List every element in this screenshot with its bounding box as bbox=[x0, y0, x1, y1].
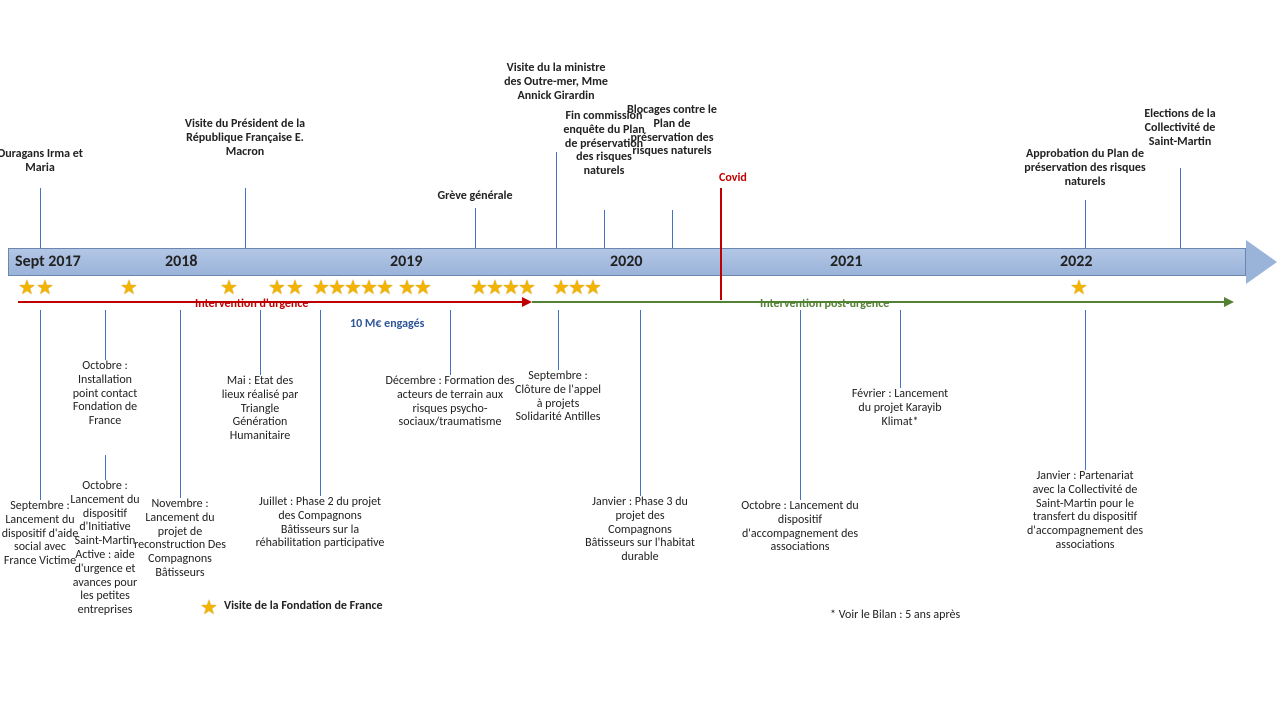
star-11: ★ bbox=[398, 278, 416, 298]
tick-bot-nov17 bbox=[180, 310, 181, 498]
tick-bot-fev21 bbox=[900, 310, 901, 388]
covid-label: Covid bbox=[719, 172, 747, 186]
tick-bot-oct20 bbox=[800, 310, 801, 500]
top-event-macron: Visite du Président de la République Fra… bbox=[170, 118, 320, 159]
bottom-event-jul18: Juillet : Phase 2 du projet des Compagno… bbox=[255, 496, 385, 551]
year-label-0: Sept 2017 bbox=[15, 252, 81, 271]
tick-bot-jan22 bbox=[1085, 310, 1086, 470]
top-event-elections: Elections de la Collectivité de Saint-Ma… bbox=[1130, 108, 1230, 149]
year-label-2: 2019 bbox=[390, 252, 422, 271]
star-15: ★ bbox=[502, 278, 520, 298]
bottom-event-fev21: Février : Lancement du projet Karayib Kl… bbox=[850, 388, 950, 429]
legend-star: ★ bbox=[200, 598, 218, 618]
bottom-event-oct20: Octobre : Lancement du dispositif d'acco… bbox=[740, 500, 860, 555]
tick-bot-dec18 bbox=[450, 310, 451, 375]
tick-top-girardin bbox=[556, 152, 557, 248]
star-19: ★ bbox=[584, 278, 602, 298]
top-event-irma: Ouragans Irma et Maria bbox=[0, 148, 90, 176]
legend-text: Visite de la Fondation de France bbox=[224, 600, 383, 614]
tick-top-approb bbox=[1085, 200, 1086, 248]
star-16: ★ bbox=[518, 278, 536, 298]
timeline-diagram: Sept 201720182019202020212022★★★★★★★★★★★… bbox=[0, 0, 1280, 720]
year-label-3: 2020 bbox=[610, 252, 642, 271]
tick-bot-sep17 bbox=[40, 310, 41, 500]
star-9: ★ bbox=[360, 278, 378, 298]
star-14: ★ bbox=[486, 278, 504, 298]
tick-top-elections bbox=[1180, 168, 1181, 248]
star-12: ★ bbox=[414, 278, 432, 298]
bottom-event-oct17a: Octobre : Installation point contact Fon… bbox=[66, 360, 144, 429]
tick-bot-mai18 bbox=[260, 310, 261, 375]
year-label-4: 2021 bbox=[830, 252, 862, 271]
star-1: ★ bbox=[36, 278, 54, 298]
tick-bot-jan20 bbox=[640, 310, 641, 496]
star-20: ★ bbox=[1070, 278, 1088, 298]
tick-bot-sep19 bbox=[558, 310, 559, 370]
star-7: ★ bbox=[328, 278, 346, 298]
covid-line bbox=[720, 188, 722, 300]
top-event-approb: Approbation du Plan de préservation des … bbox=[1015, 148, 1155, 189]
bottom-event-nov17: Novembre : Lancement du projet de recons… bbox=[130, 498, 230, 581]
top-event-girardin: Visite du la ministre des Outre-mer, Mme… bbox=[501, 62, 611, 103]
footnote: * Voir le Bilan : 5 ans après bbox=[830, 608, 960, 622]
top-event-blocages: Blocages contre le Plan de préservation … bbox=[627, 104, 717, 159]
star-2: ★ bbox=[120, 278, 138, 298]
phase-post-label: Intervention post-urgence bbox=[760, 298, 889, 312]
bottom-event-dec18: Décembre : Formation des acteurs de terr… bbox=[385, 375, 515, 430]
tick-top-greve bbox=[475, 208, 476, 248]
star-10: ★ bbox=[376, 278, 394, 298]
star-3: ★ bbox=[220, 278, 238, 298]
star-0: ★ bbox=[18, 278, 36, 298]
star-17: ★ bbox=[552, 278, 570, 298]
star-18: ★ bbox=[568, 278, 586, 298]
tick-bot-jul18 bbox=[320, 310, 321, 496]
top-event-greve: Grève générale bbox=[425, 190, 525, 204]
tick-top-enquete bbox=[604, 210, 605, 248]
star-6: ★ bbox=[312, 278, 330, 298]
phase-urgence-label: Intervention d'urgence bbox=[195, 298, 308, 312]
bottom-event-jan22: Janvier : Partenariat avec la Collectivi… bbox=[1025, 470, 1145, 553]
bottom-event-sep19: Septembre : Clôture de l'appel à projets… bbox=[513, 370, 603, 425]
star-13: ★ bbox=[470, 278, 488, 298]
tick-bot-oct17a bbox=[105, 310, 106, 360]
timeline-arrowhead bbox=[1246, 240, 1277, 284]
tick-bot-oct17b bbox=[105, 455, 106, 480]
tick-top-irma bbox=[40, 188, 41, 248]
bottom-event-jan20: Janvier : Phase 3 du projet des Compagno… bbox=[585, 496, 695, 565]
engages-label: 10 M€ engagés bbox=[350, 318, 424, 332]
tick-top-blocages bbox=[672, 210, 673, 248]
star-5: ★ bbox=[286, 278, 304, 298]
bottom-event-mai18: Mai : Etat des lieux réalisé par Triangl… bbox=[215, 375, 305, 444]
star-8: ★ bbox=[344, 278, 362, 298]
star-4: ★ bbox=[268, 278, 286, 298]
year-label-1: 2018 bbox=[165, 252, 197, 271]
year-label-5: 2022 bbox=[1060, 252, 1092, 271]
tick-top-macron bbox=[245, 188, 246, 248]
